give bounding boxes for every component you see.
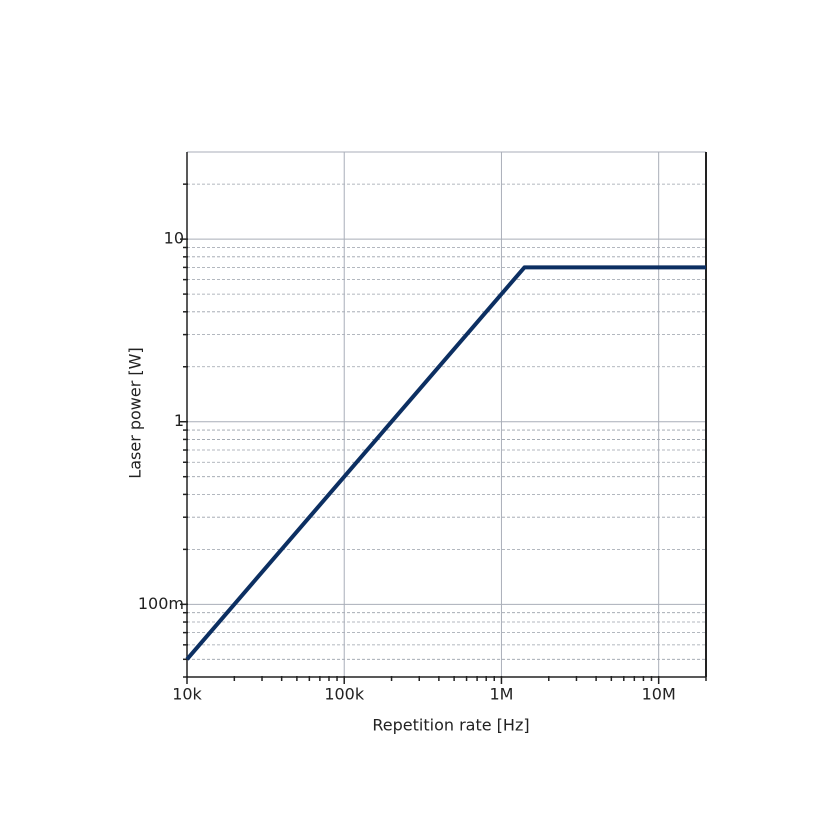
- y-tick-label: 100m: [138, 594, 184, 613]
- x-axis-label: Repetition rate [Hz]: [372, 716, 529, 735]
- y-tick-label: 10: [164, 229, 184, 248]
- data-line: [185, 265, 706, 661]
- y-axis-label: Laser power [W]: [126, 347, 145, 478]
- x-tick-label: 10k: [172, 685, 202, 704]
- x-tick-label: 10M: [642, 685, 676, 704]
- y-tick-label: 1: [174, 411, 184, 430]
- x-tick-label: 100k: [324, 685, 365, 704]
- x-tick-label: 1M: [489, 685, 513, 704]
